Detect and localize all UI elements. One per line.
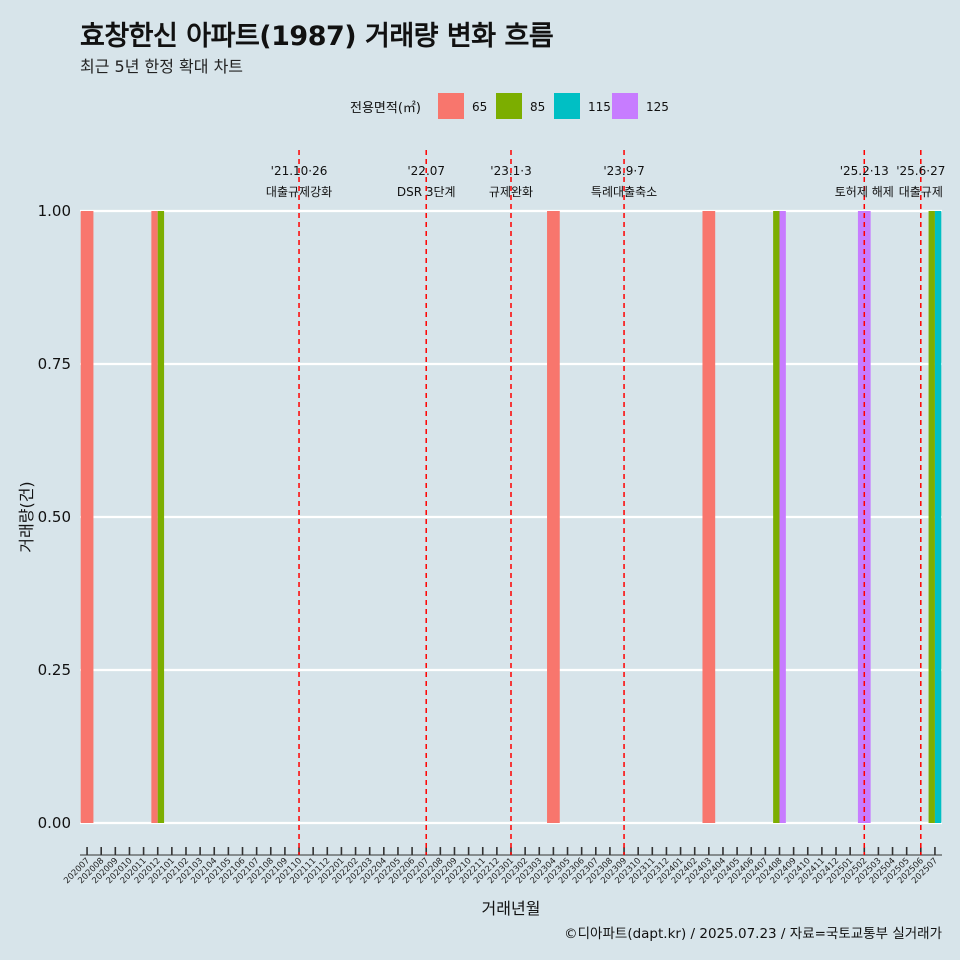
legend-swatch-65 bbox=[438, 93, 464, 119]
chart-title: 효창한신 아파트(1987) 거래량 변화 흐름 bbox=[80, 21, 554, 52]
bar-65-202304 bbox=[547, 211, 560, 823]
annotation-date: '25.2·13 bbox=[840, 164, 889, 178]
y-tick-label: 1.00 bbox=[38, 202, 71, 220]
legend-swatch-85 bbox=[496, 93, 522, 119]
bar-chart: 0.000.250.500.751.0020200720200820200920… bbox=[17, 150, 945, 918]
annotation-label: 특례대출축소 bbox=[591, 185, 657, 199]
bar-85-202012 bbox=[157, 211, 165, 823]
annotation-label: DSR 3단계 bbox=[397, 185, 456, 199]
bar-115-202507 bbox=[934, 211, 942, 823]
y-tick-label: 0.00 bbox=[38, 814, 71, 832]
y-axis-title: 거래량(건) bbox=[17, 481, 36, 552]
legend-label-125: 125 bbox=[646, 100, 669, 114]
bar-85-202507 bbox=[928, 211, 935, 823]
bar-65-202007 bbox=[80, 211, 94, 823]
annotation-label: 대출규제 bbox=[899, 185, 943, 199]
legend-title: 전용면적(㎡) bbox=[350, 101, 421, 116]
bar-125-202408 bbox=[779, 211, 786, 823]
legend-swatch-125 bbox=[612, 93, 638, 119]
annotation-date: '23.1·3 bbox=[490, 164, 531, 178]
legend-label-115: 115 bbox=[588, 100, 611, 114]
legend: 전용면적(㎡) 65 85 115 125 bbox=[350, 93, 669, 119]
annotation-date: '21.10·26 bbox=[271, 164, 328, 178]
bar-65-202012 bbox=[151, 211, 158, 823]
caption: ©디아파트(dapt.kr) / 2025.07.23 / 자료=국토교통부 실… bbox=[564, 926, 942, 942]
y-tick-label: 0.50 bbox=[38, 508, 71, 526]
annotation-date: '22.07 bbox=[407, 164, 445, 178]
bar-65-202403 bbox=[702, 211, 716, 823]
annotation-label: 토허제 해제 bbox=[835, 185, 894, 199]
legend-label-85: 85 bbox=[530, 100, 545, 114]
legend-swatch-115 bbox=[554, 93, 580, 119]
x-axis-title: 거래년월 bbox=[482, 899, 541, 918]
legend-label-65: 65 bbox=[472, 100, 487, 114]
annotation-label: 대출규제강화 bbox=[266, 185, 332, 199]
y-tick-label: 0.75 bbox=[38, 355, 71, 373]
y-tick-label: 0.25 bbox=[38, 661, 71, 679]
bar-125-202502 bbox=[857, 211, 871, 823]
annotation-date: '23.9·7 bbox=[603, 164, 644, 178]
annotation-label: 규제완화 bbox=[489, 185, 533, 199]
bar-85-202408 bbox=[773, 211, 780, 823]
annotation-date: '25.6·27 bbox=[896, 164, 945, 178]
chart-subtitle: 최근 5년 한정 확대 차트 bbox=[80, 57, 244, 76]
